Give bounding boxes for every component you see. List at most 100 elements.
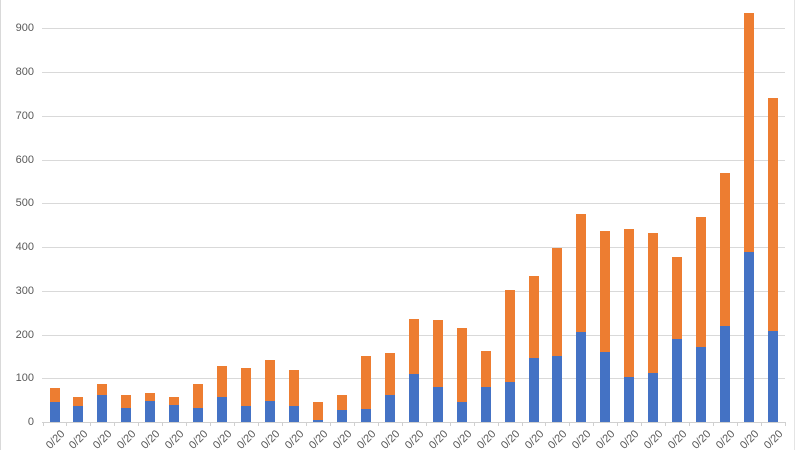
bar-segment-series-2 — [145, 393, 156, 401]
bar-segment-series-2 — [720, 172, 731, 327]
x-tick-mark — [258, 422, 260, 426]
bar-segment-series-1 — [384, 395, 395, 422]
x-tick-mark — [353, 422, 355, 426]
stacked-bar — [528, 275, 539, 422]
x-tick-mark — [377, 422, 379, 426]
x-axis-line — [42, 422, 785, 423]
x-tick-mark — [641, 422, 643, 426]
bar-segment-series-1 — [289, 405, 299, 422]
bar-segment-series-1 — [600, 352, 611, 422]
bar-segment-series-2 — [552, 247, 563, 356]
stacked-bar — [696, 216, 707, 422]
x-tick-mark — [282, 422, 284, 426]
stacked-bar — [624, 228, 635, 422]
stacked-bar — [121, 395, 132, 422]
x-tick-mark — [114, 422, 116, 426]
y-tick-label: 600 — [15, 153, 34, 166]
bar-segment-series-2 — [648, 233, 659, 373]
chart-left-border — [0, 0, 1, 450]
y-tick-label: 0 — [27, 416, 34, 428]
gridline — [42, 72, 785, 73]
stacked-bar — [336, 395, 347, 422]
bar-segment-series-2 — [576, 214, 587, 332]
x-tick-mark — [784, 422, 786, 426]
gridline — [42, 159, 785, 161]
bar-segment-series-1 — [265, 401, 276, 422]
stacked-bar — [169, 397, 180, 422]
bar-segment-series-2 — [408, 318, 419, 375]
stacked-bar — [744, 12, 755, 422]
stacked-bar — [432, 320, 443, 422]
bar-segment-series-2 — [169, 397, 180, 405]
bar-segment-series-2 — [696, 216, 707, 348]
x-tick-mark — [66, 422, 68, 426]
gridline — [42, 28, 785, 30]
bar-segment-series-2 — [672, 256, 683, 340]
bar-segment-series-1 — [49, 402, 60, 422]
bar-segment-series-1 — [145, 401, 156, 422]
stacked-bar — [217, 366, 228, 422]
y-tick-label: 800 — [15, 66, 34, 78]
bar-segment-series-1 — [672, 339, 683, 422]
bar-segment-series-1 — [73, 406, 84, 422]
stacked-bar — [576, 214, 587, 422]
bar-segment-series-2 — [217, 366, 228, 398]
x-tick-mark — [90, 422, 92, 426]
x-tick-mark — [593, 422, 595, 426]
y-tick-label: 500 — [15, 197, 34, 210]
bar-segment-series-2 — [193, 384, 204, 409]
stacked-bar — [73, 397, 84, 422]
bar-segment-series-2 — [744, 12, 755, 252]
stacked-bar — [360, 355, 371, 422]
x-tick-mark — [138, 422, 140, 426]
bar-segment-series-1 — [744, 251, 755, 422]
bar-segment-series-2 — [504, 290, 515, 382]
bar-segment-series-2 — [73, 397, 84, 407]
bar-segment-series-1 — [768, 331, 778, 422]
bar-segment-series-1 — [624, 376, 635, 422]
y-tick-label: 100 — [15, 372, 34, 385]
stacked-bar — [193, 384, 204, 422]
stacked-bar — [456, 327, 467, 422]
bar-segment-series-1 — [169, 404, 180, 422]
y-tick-label: 200 — [15, 328, 34, 341]
stacked-bar — [97, 383, 108, 422]
stacked-bar — [504, 290, 515, 422]
bar-segment-series-2 — [480, 351, 491, 387]
stacked-bar — [312, 401, 323, 422]
chart-right-border — [794, 0, 795, 450]
y-tick-label: 300 — [15, 284, 34, 297]
stacked-bar — [49, 388, 60, 422]
bar-segment-series-1 — [552, 355, 563, 422]
x-tick-mark — [713, 422, 715, 426]
gridline — [42, 115, 785, 117]
x-tick-mark — [305, 422, 307, 426]
bar-segment-series-1 — [696, 347, 707, 422]
x-tick-mark — [665, 422, 667, 426]
bar-segment-series-2 — [600, 230, 611, 352]
x-tick-mark — [545, 422, 547, 426]
stacked-bar — [241, 368, 252, 422]
stacked-bar — [408, 318, 419, 422]
stacked-bar — [648, 233, 659, 422]
bar-segment-series-1 — [720, 326, 731, 422]
bar-segment-series-2 — [121, 395, 132, 408]
x-tick-mark — [497, 422, 499, 426]
x-tick-mark — [617, 422, 619, 426]
stacked-bar — [768, 97, 778, 422]
bar-segment-series-1 — [241, 405, 252, 422]
bar-segment-series-1 — [193, 408, 204, 422]
bar-segment-series-1 — [97, 395, 108, 422]
bar-segment-series-1 — [336, 410, 347, 422]
bar-segment-series-2 — [336, 395, 347, 411]
gridline — [42, 203, 785, 205]
stacked-bar-chart: 0 100 200 300 400 500 600 700 800 900 0/20 0/20 0/2… — [15, 12, 786, 452]
x-tick-mark — [761, 422, 763, 426]
bar-segment-series-1 — [360, 409, 371, 422]
bar-segment-series-2 — [265, 360, 276, 401]
x-tick-mark — [473, 422, 475, 426]
bar-segment-series-1 — [217, 397, 228, 422]
y-tick-label: 900 — [15, 22, 34, 35]
stacked-bar — [289, 369, 299, 422]
x-tick-mark — [234, 422, 236, 426]
